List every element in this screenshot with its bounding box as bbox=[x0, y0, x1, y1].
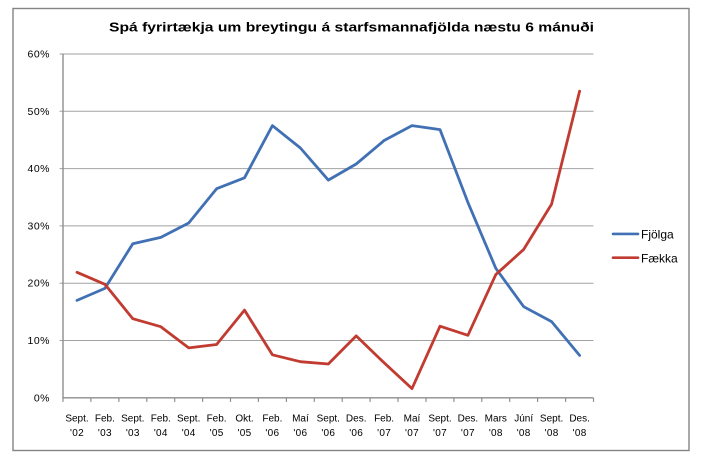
svg-text:Feb.: Feb. bbox=[207, 414, 227, 425]
svg-text:'08: '08 bbox=[573, 428, 587, 439]
svg-text:'02: '02 bbox=[70, 428, 84, 439]
svg-text:Okt.: Okt. bbox=[235, 414, 253, 425]
svg-text:Maí: Maí bbox=[292, 414, 309, 425]
svg-text:'04: '04 bbox=[154, 428, 168, 439]
svg-text:Sept.: Sept. bbox=[177, 414, 200, 425]
svg-text:Feb.: Feb. bbox=[95, 414, 115, 425]
svg-text:'08: '08 bbox=[517, 428, 531, 439]
svg-text:'08: '08 bbox=[545, 428, 559, 439]
svg-text:Mars: Mars bbox=[485, 414, 507, 425]
svg-text:10%: 10% bbox=[27, 335, 50, 347]
svg-text:'06: '06 bbox=[293, 428, 307, 439]
svg-text:'07: '07 bbox=[377, 428, 391, 439]
svg-text:Fjölga: Fjölga bbox=[641, 228, 674, 242]
svg-text:40%: 40% bbox=[27, 163, 50, 175]
svg-text:'07: '07 bbox=[433, 428, 447, 439]
svg-text:'08: '08 bbox=[489, 428, 503, 439]
svg-text:60%: 60% bbox=[27, 49, 50, 61]
svg-text:'06: '06 bbox=[321, 428, 335, 439]
svg-text:Júní: Júní bbox=[514, 414, 533, 425]
svg-text:Sept.: Sept. bbox=[317, 414, 340, 425]
svg-text:Fækka: Fækka bbox=[641, 251, 678, 265]
svg-text:Sept.: Sept. bbox=[428, 414, 451, 425]
svg-text:'07: '07 bbox=[461, 428, 475, 439]
svg-text:Spá fyrirtækja um breytingu á: Spá fyrirtækja um breytingu á starfsmann… bbox=[109, 20, 594, 35]
svg-text:Des.: Des. bbox=[458, 414, 479, 425]
svg-text:Des.: Des. bbox=[569, 414, 590, 425]
svg-text:Sept.: Sept. bbox=[65, 414, 88, 425]
svg-text:'04: '04 bbox=[182, 428, 196, 439]
svg-text:'03: '03 bbox=[126, 428, 140, 439]
svg-text:50%: 50% bbox=[27, 106, 50, 118]
svg-text:Feb.: Feb. bbox=[374, 414, 394, 425]
svg-text:'03: '03 bbox=[98, 428, 112, 439]
svg-text:30%: 30% bbox=[27, 220, 50, 232]
svg-text:'06: '06 bbox=[265, 428, 279, 439]
svg-text:0%: 0% bbox=[34, 392, 50, 404]
svg-text:Feb.: Feb. bbox=[262, 414, 282, 425]
svg-text:'05: '05 bbox=[238, 428, 252, 439]
svg-text:'07: '07 bbox=[405, 428, 419, 439]
svg-text:Sept.: Sept. bbox=[121, 414, 144, 425]
svg-text:Sept.: Sept. bbox=[540, 414, 563, 425]
svg-text:20%: 20% bbox=[27, 278, 50, 290]
svg-text:'05: '05 bbox=[210, 428, 224, 439]
svg-text:Maí: Maí bbox=[404, 414, 421, 425]
svg-text:Des.: Des. bbox=[346, 414, 367, 425]
svg-text:'06: '06 bbox=[349, 428, 363, 439]
svg-text:Feb.: Feb. bbox=[151, 414, 171, 425]
